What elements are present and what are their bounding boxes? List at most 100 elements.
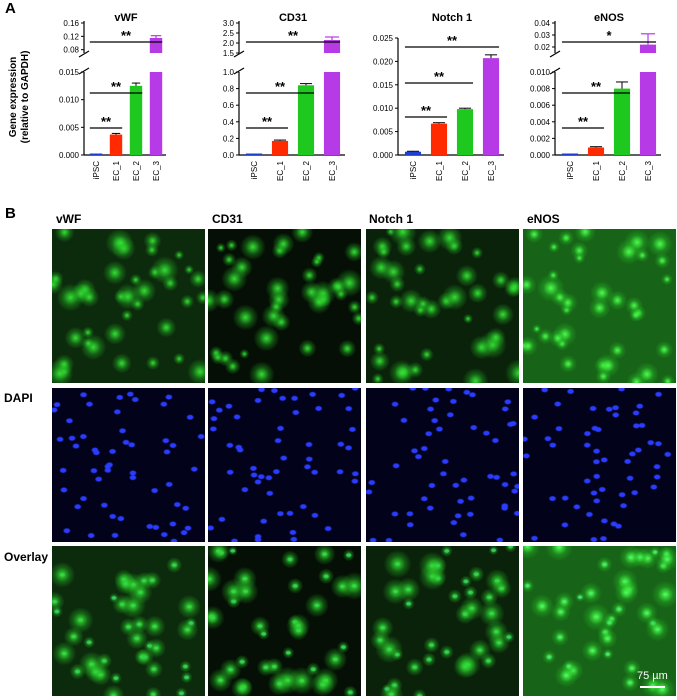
significance-marker-cd31: **	[262, 114, 273, 129]
bar-enos-ipsc	[561, 153, 579, 155]
bar-cd31-ipsc	[245, 153, 263, 155]
significance-marker-vwf: **	[101, 114, 112, 129]
y-tick-label-enos: 0.008	[530, 85, 551, 94]
y-tick-label-upper-cd31: 2.0	[223, 39, 235, 48]
y-tick-label-notch1: 0.015	[373, 81, 394, 90]
x-tick-label-enos: EC_1	[592, 160, 601, 181]
bar-charts: Gene expression (relative to GAPDH) vWF 0.0…	[8, 12, 661, 181]
micro-col-title-vwf: vWF	[56, 212, 82, 226]
axis-break-mark-enos	[549, 50, 561, 58]
y-tick-label-enos: 0.010	[530, 68, 551, 77]
micrograph-dapi-4	[523, 388, 676, 542]
y-tick-label-cd31: 0.4	[223, 118, 235, 127]
significance-marker-enos: *	[606, 28, 612, 43]
panel-a-label: A	[5, 0, 16, 17]
y-tick-label-vwf: 0.000	[59, 151, 80, 160]
micrograph-green-3	[366, 229, 519, 383]
bar-notch1-ipsc	[404, 151, 422, 155]
bar-vwf-ec_1	[109, 134, 123, 155]
y-tick-label-upper-vwf: 0.12	[63, 32, 79, 41]
significance-marker-notch1: **	[434, 69, 445, 84]
significance-marker-cd31: **	[275, 79, 286, 94]
x-tick-label-notch1: EC_1	[435, 160, 444, 181]
chart-title-notch1: Notch 1	[432, 12, 472, 24]
y-tick-label-upper-cd31: 3.0	[223, 19, 235, 28]
y-tick-label-upper-enos: 0.03	[534, 31, 550, 40]
significance-marker-notch1: **	[421, 103, 432, 118]
micrograph-overlay-1	[52, 546, 205, 696]
micro-col-title-cd31: CD31	[212, 212, 243, 226]
y-tick-label-vwf: 0.010	[59, 96, 80, 105]
micrograph-overlay-4	[523, 546, 676, 696]
scale-bar	[640, 686, 665, 688]
y-tick-label-upper-cd31: 2.5	[223, 29, 235, 38]
bar-notch1-ec_1	[430, 123, 448, 155]
y-tick-label-enos: 0.004	[530, 118, 551, 127]
x-tick-label-notch1: EC_3	[487, 160, 496, 181]
y-tick-label-cd31: 0.8	[223, 85, 235, 94]
bar-notch1-ec_3	[482, 58, 500, 155]
micrograph-overlay-3	[366, 546, 519, 696]
micro-row-title-overlay: Overlay	[4, 550, 49, 564]
x-tick-label-cd31: iPSC	[250, 161, 259, 179]
bar-enos-ec_2	[613, 88, 631, 155]
x-tick-label-enos: EC_2	[618, 160, 627, 181]
y-tick-label-notch1: 0.010	[373, 104, 394, 113]
y-tick-label-notch1: 0.025	[373, 34, 394, 43]
y-tick-label-upper-vwf: 0.16	[63, 19, 79, 28]
x-tick-label-enos: EC_3	[644, 160, 653, 181]
bar-cd31-ec_2	[297, 85, 315, 155]
y-tick-label-cd31: 0.2	[223, 134, 235, 143]
bar-enos-ec_3-lower	[639, 72, 657, 155]
x-tick-label-notch1: iPSC	[409, 161, 418, 179]
micrograph-dapi-2	[208, 388, 361, 542]
x-tick-label-cd31: EC_3	[328, 160, 337, 181]
significance-marker-vwf: **	[121, 28, 132, 43]
y-tick-label-enos: 0.006	[530, 101, 551, 110]
significance-marker-cd31: **	[288, 28, 299, 43]
x-tick-label-vwf: iPSC	[92, 161, 101, 179]
bar-cd31-ec_3	[323, 40, 341, 53]
bar-vwf-ec_3	[149, 38, 163, 53]
chart-title-cd31: CD31	[279, 12, 307, 24]
x-tick-label-enos: iPSC	[566, 161, 575, 179]
significance-marker-enos: **	[591, 79, 602, 94]
micrograph-dapi-3	[366, 388, 519, 542]
axis-break-mark-vwf	[78, 67, 90, 75]
micro-col-title-notch1: Notch 1	[369, 212, 414, 226]
x-tick-label-vwf: EC_2	[132, 160, 141, 181]
bar-enos-ec_1	[587, 147, 605, 155]
y-tick-label-cd31: 0.0	[223, 151, 235, 160]
significance-marker-notch1: **	[447, 33, 458, 48]
micrograph-overlay-2	[208, 546, 361, 696]
x-tick-label-vwf: EC_3	[152, 160, 161, 181]
y-tick-label-upper-cd31: 1.5	[223, 49, 235, 58]
micrograph-green-1	[52, 229, 205, 383]
y-tick-label-upper-vwf: 0.08	[63, 46, 79, 55]
y-tick-label-cd31: 0.6	[223, 101, 235, 110]
bar-vwf-ec_2	[129, 85, 143, 155]
chart-title-vwf: vWF	[114, 12, 138, 24]
micro-row-title-dapi: DAPI	[4, 391, 33, 405]
significance-marker-vwf: **	[111, 79, 122, 94]
x-tick-label-vwf: EC_1	[112, 160, 121, 181]
axis-break-mark-vwf	[78, 50, 90, 58]
micrograph-dapi-1	[52, 388, 205, 542]
bar-cd31-ec_1	[271, 140, 289, 155]
y-tick-label-notch1: 0.005	[373, 128, 394, 137]
y-tick-label-notch1: 0.000	[373, 151, 394, 160]
axis-break-mark-cd31	[233, 50, 245, 58]
bar-vwf-ipsc	[89, 153, 103, 155]
micrograph-green-4	[523, 229, 676, 383]
scale-bar-label: 75 µm	[637, 670, 668, 682]
y-tick-label-upper-enos: 0.02	[534, 43, 550, 52]
y-tick-label-notch1: 0.020	[373, 57, 394, 66]
chart-title-enos: eNOS	[594, 12, 624, 24]
significance-marker-enos: **	[578, 114, 589, 129]
x-tick-label-cd31: EC_2	[302, 160, 311, 181]
x-tick-label-notch1: EC_2	[461, 160, 470, 181]
bar-enos-ec_3	[639, 44, 657, 53]
y-tick-label-vwf: 0.005	[59, 123, 80, 132]
micro-col-title-enos: eNOS	[527, 212, 560, 226]
bar-notch1-ec_2	[456, 109, 474, 155]
